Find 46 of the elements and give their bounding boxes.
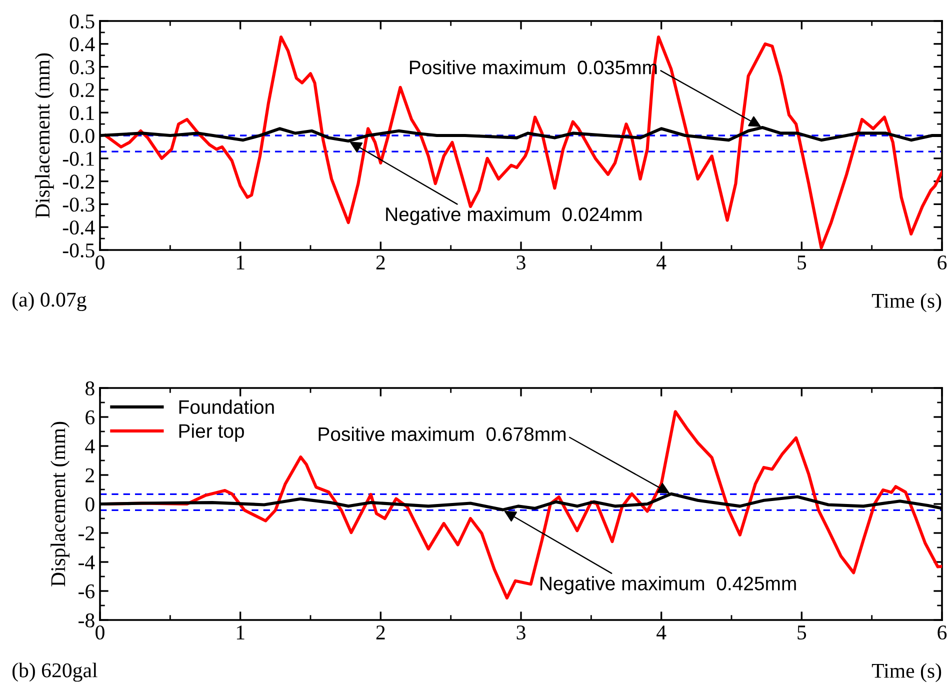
x-axis-title: Time (s) (872, 293, 942, 312)
x-tick-label: 2 (376, 256, 385, 270)
y-tick-label: -0.1 (62, 152, 94, 166)
text: (b) 620gal (12, 662, 98, 682)
line-series (104, 36, 942, 250)
x-axis-title: Time (s) (872, 663, 942, 682)
y-tick-label: 0.0 (70, 128, 94, 144)
y-tick-label: 8 (86, 381, 94, 396)
y-tick-label: -6 (78, 584, 95, 598)
x-tick-label: 1 (236, 256, 244, 270)
x-tick-label: 5 (798, 626, 806, 640)
x-tick-label: 6 (938, 626, 947, 640)
y-tick-label: -0.3 (62, 198, 94, 212)
y-axis-title: Displacement (mm) (34, 53, 54, 218)
y-axis-title: Displacement (mm) (50, 422, 70, 586)
x-tick-label: 4 (656, 256, 666, 270)
x-tick-label: 0 (96, 255, 104, 270)
y-tick-label: 0.4 (70, 37, 95, 52)
y-tick-label: 0.3 (70, 60, 94, 74)
y-tick-label: 0.1 (70, 106, 94, 120)
annotation: Negative maximum 0.425mm (540, 576, 796, 594)
text: (a) 0.07g (12, 292, 86, 311)
y-tick-label: -0.4 (62, 220, 95, 235)
x-tick-label: 4 (656, 626, 666, 640)
y-tick-label: 0.2 (70, 83, 94, 98)
x-tick-label: 3 (516, 256, 526, 270)
x-tick-label: 6 (938, 256, 947, 270)
legend-label: Foundation (179, 400, 274, 414)
x-tick-label: 0 (96, 625, 104, 640)
annotation: Negative maximum 0.024mm (386, 206, 642, 226)
x-tick-label: 2 (376, 626, 385, 640)
legend-label: Pier top (179, 424, 244, 442)
y-tick-label: -0.2 (62, 174, 94, 189)
y-tick-label: -2 (78, 526, 94, 540)
y-tick-label: 0 (86, 497, 94, 512)
y-tick-label: 0.5 (70, 14, 94, 29)
y-tick-label: 2 (86, 468, 94, 482)
y-tick-label: 6 (86, 410, 95, 424)
y-tick-label: -0.5 (62, 243, 94, 258)
annotation: Positive maximum 0.678mm (318, 426, 566, 442)
y-tick-label: -4 (78, 556, 95, 570)
x-tick-label: 5 (798, 256, 806, 270)
x-tick-label: 3 (516, 626, 526, 640)
y-tick-label: -8 (78, 613, 94, 628)
y-tick-label: 4 (85, 440, 95, 454)
x-tick-label: 1 (236, 626, 244, 640)
